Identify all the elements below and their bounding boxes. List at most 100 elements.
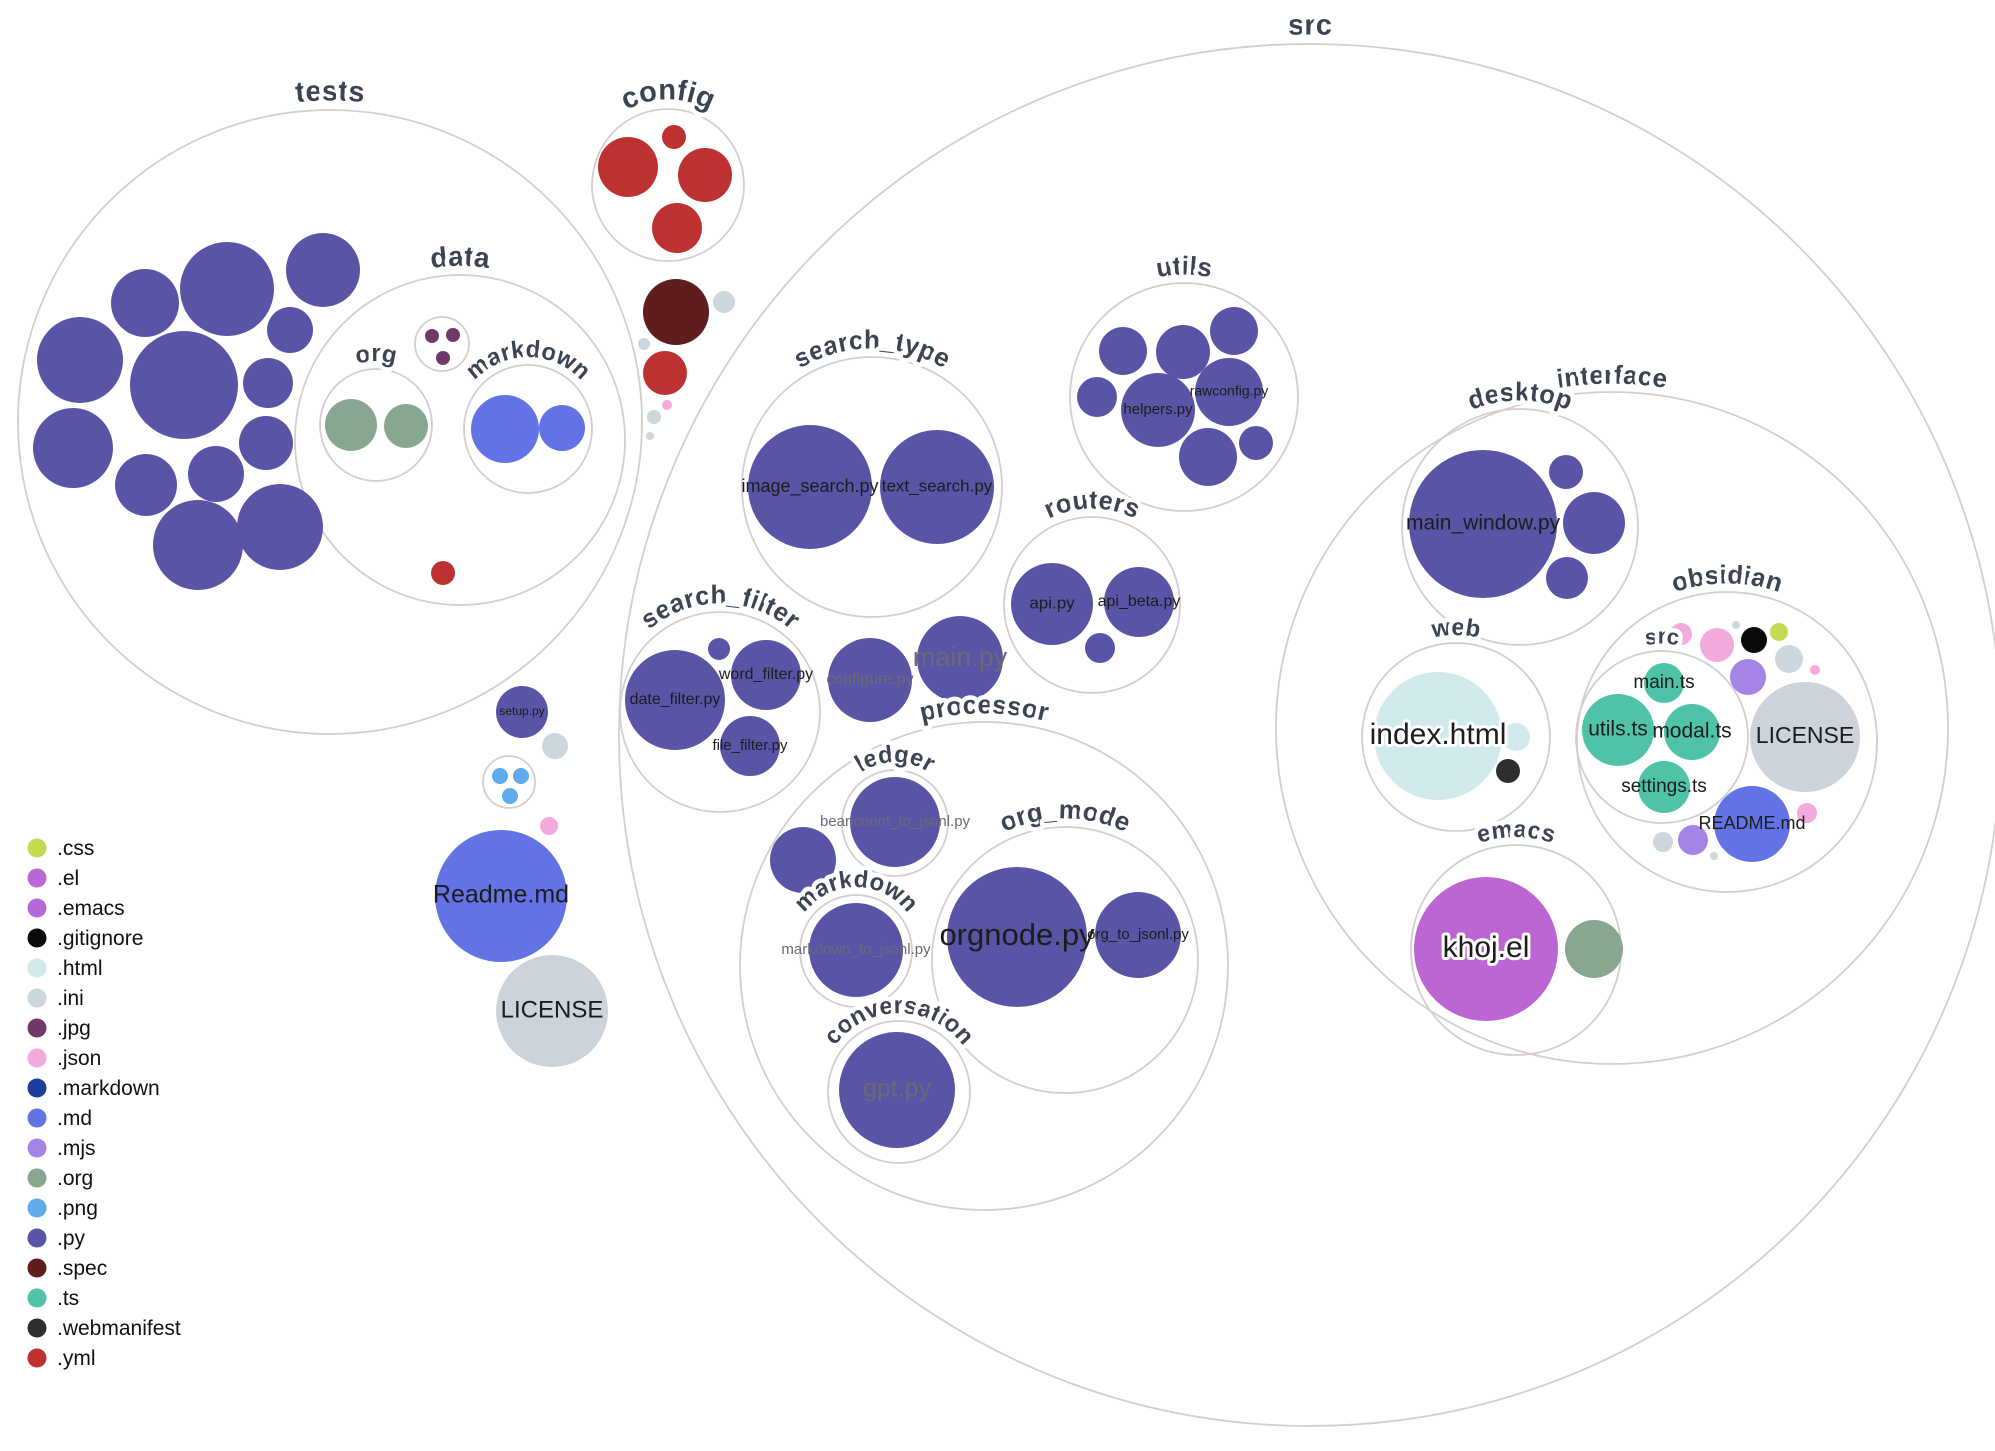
file-config-yml-2-circle[interactable] [662,125,686,149]
file-obsidian-json-3-circle[interactable] [1810,665,1820,675]
file-root-yml-circle[interactable] [643,351,687,395]
file-desktop-py-3-circle[interactable] [1563,492,1625,554]
file-gpt-py-circle[interactable] [839,1032,955,1148]
dir-web-circle[interactable] [1361,642,1551,832]
file-root-ini-5-circle[interactable] [542,733,568,759]
dir-search-filter-circle[interactable] [619,611,821,813]
file-root-json-1-circle[interactable] [662,400,672,410]
file-tests-py-4-circle[interactable] [267,307,313,353]
file-tests-py-9-circle[interactable] [33,408,113,488]
dir-data-org-circle[interactable] [319,368,433,482]
file-obsidian-mjs-1-circle[interactable] [1730,659,1766,695]
file-tests-py-3-circle[interactable] [286,233,360,307]
file-spec-circle[interactable] [643,279,709,345]
file-utils-py-5-circle[interactable] [1179,428,1237,486]
file-obsidian-ini-2-circle[interactable] [1775,645,1803,673]
dir-interface-circle[interactable] [1275,391,1949,1065]
file-main-py-circle[interactable] [917,616,1003,702]
file-obsidian-ini-1-circle[interactable] [1732,621,1740,629]
file-khoj-el-circle[interactable] [1414,877,1558,1021]
file-utils-py-6-circle[interactable] [1239,426,1273,460]
file-root-ini-2-circle[interactable] [638,338,650,350]
file-main-window-py-circle[interactable] [1409,450,1557,598]
file-data-md-2-circle[interactable] [539,405,585,451]
file-obsidian-json-2-circle[interactable] [1700,628,1734,662]
file-api-beta-py-circle[interactable] [1104,567,1174,637]
file-obsidian-ini-3-circle[interactable] [1653,832,1673,852]
dir-data-jpg-group-circle[interactable] [414,316,470,372]
file-tests-py-2-circle[interactable] [180,242,274,336]
file-obsidian-json-1-circle[interactable] [1670,623,1692,645]
file-settings-ts-circle[interactable] [1638,761,1690,813]
dir-search-type-circle[interactable] [741,356,1003,618]
file-word-filter-py-circle[interactable] [731,640,801,710]
file-tests-py-8-circle[interactable] [239,416,293,470]
file-data-jpg-2-circle[interactable] [446,328,460,342]
file-org-to-jsonl-py-circle[interactable] [1095,892,1181,978]
file-utils-py-2-circle[interactable] [1156,325,1210,379]
file-utils-ts-circle[interactable] [1582,694,1654,766]
file-helpers-py-circle[interactable] [1121,373,1195,447]
file-data-yml-circle[interactable] [431,561,455,585]
dir-conversation-circle[interactable] [827,1020,971,1164]
file-obsidian-gitignore-circle[interactable] [1741,627,1767,653]
file-root-ini-1-circle[interactable] [713,291,735,313]
dir-org-mode-circle[interactable] [931,826,1199,1094]
dir-src-circle[interactable] [618,43,1995,1427]
file-data-org-1-circle[interactable] [325,399,377,451]
dir-utils-circle[interactable] [1069,282,1299,512]
file-obsidian-css-circle[interactable] [1770,623,1788,641]
file-tests-py-13-circle[interactable] [153,500,243,590]
file-tests-py-6-circle[interactable] [130,331,238,439]
file-configure-py-circle[interactable] [828,638,912,722]
file-png-3-circle[interactable] [502,788,518,804]
dir-data-circle[interactable] [294,274,626,606]
file-webmanifest-circle[interactable] [1496,759,1520,783]
file-license-circle[interactable] [496,955,608,1067]
file-obsidian-png-circle[interactable] [1650,632,1664,646]
file-png-2-circle[interactable] [513,768,529,784]
file-setup-py-circle[interactable] [496,686,548,738]
file-desktop-py-4-circle[interactable] [1546,557,1588,599]
file-png-1-circle[interactable] [492,768,508,784]
dir-obsidian-src-circle[interactable] [1575,650,1749,824]
file-beancount-to-jsonl-py-circle[interactable] [850,777,940,867]
file-file-filter-py-circle[interactable] [720,716,780,776]
file-obsidian-json-4-circle[interactable] [1797,803,1817,823]
file-obsidian-ini-4-circle[interactable] [1710,852,1718,860]
file-data-jpg-3-circle[interactable] [436,351,450,365]
dir-data-markdown-circle[interactable] [463,364,593,494]
dir-png-group-circle[interactable] [482,755,536,809]
file-obsidian-license-circle[interactable] [1750,682,1860,792]
file-utils-py-4-circle[interactable] [1077,377,1117,417]
file-processor-py-loose-circle[interactable] [770,827,836,893]
file-data-md-1-circle[interactable] [471,395,539,463]
file-root-json-2-circle[interactable] [540,817,558,835]
file-config-yml-1-circle[interactable] [598,137,658,197]
file-data-jpg-1-circle[interactable] [425,329,439,343]
dir-processor-markdown-circle[interactable] [799,894,913,1008]
file-obsidian-mjs-2-circle[interactable] [1678,825,1708,855]
file-readme-md-circle[interactable] [435,830,567,962]
file-tests-py-7-circle[interactable] [243,358,293,408]
file-obsidian-readme-md-circle[interactable] [1714,786,1790,862]
file-modal-ts-circle[interactable] [1664,704,1720,760]
file-orgnode-py-circle[interactable] [947,867,1087,1007]
file-desktop-py-2-circle[interactable] [1549,455,1583,489]
dir-tests-circle[interactable] [17,109,643,735]
file-tests-py-10-circle[interactable] [115,454,177,516]
file-text-search-py-circle[interactable] [880,430,994,544]
file-search-filter-py-small-circle[interactable] [708,638,730,660]
file-image-search-py-circle[interactable] [748,425,872,549]
file-rawconfig-py-circle[interactable] [1195,358,1263,426]
file-tests-py-12-circle[interactable] [237,484,323,570]
dir-ledger-circle[interactable] [841,769,949,877]
file-tests-py-5-circle[interactable] [37,317,123,403]
file-api-py-circle[interactable] [1011,563,1093,645]
file-date-filter-py-circle[interactable] [625,650,725,750]
file-root-ini-3-circle[interactable] [647,410,661,424]
file-tests-py-11-circle[interactable] [188,446,244,502]
file-routers-py-small-circle[interactable] [1085,633,1115,663]
dir-config-circle[interactable] [591,108,745,262]
file-utils-py-3-circle[interactable] [1210,307,1258,355]
